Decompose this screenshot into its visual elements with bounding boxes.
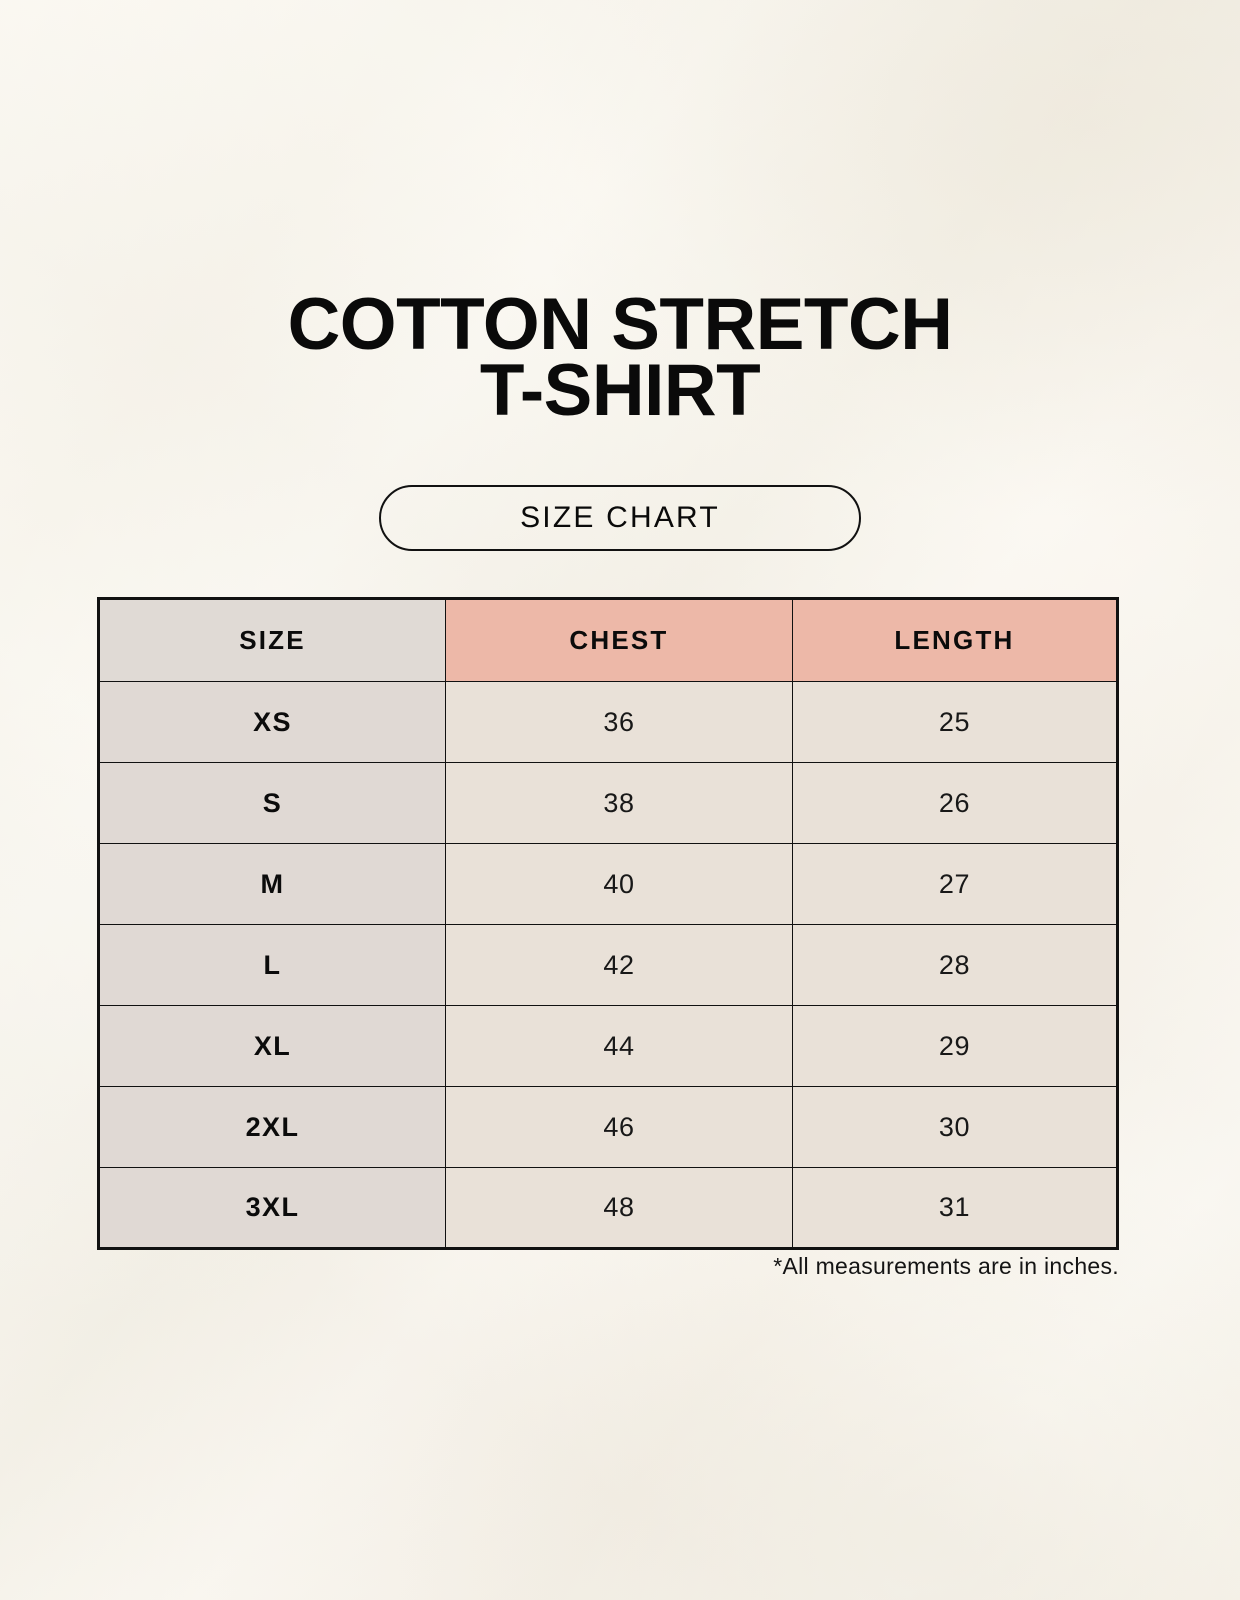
cell-size: 2XL	[98, 1086, 446, 1168]
cell-length: 30	[791, 1086, 1119, 1168]
size-chart-table: SIZE CHEST LENGTH XS 36 25 S 38 26 M	[97, 597, 1119, 1250]
cell-length: 29	[791, 1005, 1119, 1087]
cell-chest: 40	[444, 843, 793, 925]
cell-size: S	[98, 762, 446, 844]
cell-size: M	[98, 843, 446, 925]
table-row: 2XL 46 30	[98, 1086, 1119, 1168]
table-row: XL 44 29	[98, 1005, 1119, 1087]
cell-size: L	[98, 924, 446, 1006]
cell-chest: 48	[444, 1167, 793, 1249]
cell-length: 31	[791, 1167, 1119, 1249]
size-chart-badge-wrap: SIZE CHART	[0, 485, 1240, 551]
cell-chest: 46	[444, 1086, 793, 1168]
cell-chest: 42	[444, 924, 793, 1006]
column-header-chest: CHEST	[444, 598, 793, 682]
table-row: 3XL 48 31	[98, 1167, 1119, 1249]
measurement-units-footnote: *All measurements are in inches.	[773, 1253, 1119, 1279]
cell-length: 25	[791, 681, 1119, 763]
page-title-line-1: COTTON STRETCH	[287, 284, 953, 365]
cell-chest: 44	[444, 1005, 793, 1087]
cell-chest: 36	[444, 681, 793, 763]
cell-length: 26	[791, 762, 1119, 844]
cell-length: 27	[791, 843, 1119, 925]
table-row: M 40 27	[98, 843, 1119, 925]
column-header-length: LENGTH	[791, 598, 1119, 682]
table-header-row: SIZE CHEST LENGTH	[98, 598, 1119, 682]
table-row: XS 36 25	[98, 681, 1119, 763]
cell-length: 28	[791, 924, 1119, 1006]
page-title: COTTON STRETCH T-SHIRT	[0, 284, 1240, 431]
size-chart-table-wrap: SIZE CHEST LENGTH XS 36 25 S 38 26 M	[97, 597, 1119, 1250]
cell-size: XL	[98, 1005, 446, 1087]
table-row: S 38 26	[98, 762, 1119, 844]
cell-size: XS	[98, 681, 446, 763]
size-chart-badge: SIZE CHART	[379, 485, 861, 551]
cell-size: 3XL	[98, 1167, 446, 1249]
column-header-size: SIZE	[98, 598, 446, 682]
table-body: XS 36 25 S 38 26 M 40 27 L 42 28	[98, 681, 1119, 1249]
cell-chest: 38	[444, 762, 793, 844]
table-head: SIZE CHEST LENGTH	[98, 598, 1119, 682]
table-row: L 42 28	[98, 924, 1119, 1006]
page-title-line-2: T-SHIRT	[479, 350, 761, 431]
